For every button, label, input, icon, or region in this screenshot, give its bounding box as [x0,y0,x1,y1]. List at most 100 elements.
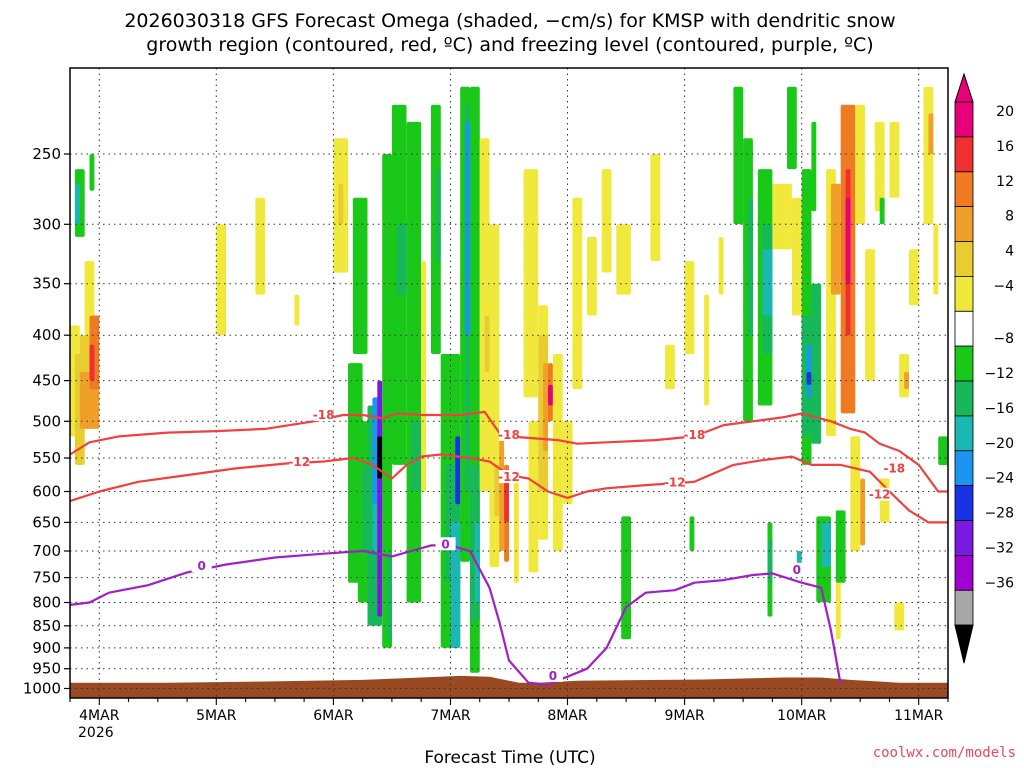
omega-cell-102 [865,249,875,381]
omega-cell-40 [465,121,470,336]
colorbar-tick-label-0: 20 [996,104,1014,120]
y-tick-label-700: 700 [32,542,61,560]
omega-cell-107 [894,602,905,631]
terrain-ground [70,675,948,698]
contour-label-bg-9 [435,537,456,551]
omega-cell-29 [406,121,422,603]
omega-cell-111 [923,86,934,225]
omega-cell-68 [684,261,695,355]
omega-cell-114 [938,436,948,465]
plot-area: -18 -18 -18 -18 -12 -12 -12 -12 0 0 0 0 [69,67,949,699]
chart-title-line-1: 2026030318 GFS Forecast Omega (shaded, −… [124,10,895,32]
omega-cell-56 [543,363,548,451]
colorbar-tick-label-2: 12 [996,174,1014,190]
y-tick-label-550: 550 [32,449,61,467]
omega-cell-67 [665,344,675,390]
colorbar-tick-label-7: −12 [984,366,1014,382]
omega-cell-80 [772,183,792,250]
x-tick-label-4mar: 4MAR [79,708,120,724]
contour-zero [69,544,842,686]
omega-cell-71 [718,237,724,295]
colorbar-tick-label-9: −20 [984,436,1014,452]
omega-cell-28 [396,224,407,295]
omega-cell-88 [811,283,822,444]
contour-label-minus18-2: -18 [684,428,706,442]
colorbar-tick-label-1: 16 [996,139,1014,155]
colorbar-tick-label-6: −8 [993,331,1014,347]
y-tick-label-850: 850 [32,617,61,635]
omega-cell-10 [216,224,227,336]
colorbar-tick-label-10: −24 [984,471,1014,487]
colorbar-tick-label-4: 4 [1005,244,1014,260]
y-tick-label-450: 450 [32,372,61,390]
contour-label-minus12-4: -12 [288,455,310,469]
omega-cell-113 [933,224,939,295]
x-axis-title: Forecast Time (UTC) [424,748,595,768]
x-tick-label-10mar: 10MAR [777,708,826,724]
omega-cell-101 [860,478,866,546]
colorbar-swatch-13 [954,555,974,591]
colorbar-tick-label-11: −28 [984,506,1014,522]
omega-cell-18 [362,464,368,551]
y-tick-label-350: 350 [32,275,61,293]
site-credit: coolwx.com/models [873,745,1016,761]
chart-title-line-2: growth region (contoured, red, ºC) and f… [146,34,873,56]
colorbar-swatch-0 [954,101,974,138]
contour-lines: -18 -18 -18 -18 -12 -12 -12 -12 0 0 0 0 [69,408,948,686]
colorbar-swatch-5 [954,275,974,312]
omega-cell-72 [733,86,744,225]
omega-cell-86 [806,344,812,398]
omega-cell-112 [928,113,934,154]
omega-cell-59 [552,354,563,551]
omega-cell-70 [704,294,709,406]
colorbar-tick-label-3: 8 [1005,209,1014,225]
colorbar-tick-label-13: −36 [984,575,1014,591]
colorbar-swatch-11 [954,485,974,521]
omega-cell-14 [338,183,344,225]
contour-label-minus12-5: -12 [498,470,520,484]
omega-cell-79 [767,539,773,583]
x-tick-label-5mar: 5MAR [196,708,237,724]
colorbar-tick-label-5: −4 [993,278,1014,294]
contour-label-bg-3 [884,461,905,475]
contour-label-zero-10: 0 [549,669,557,683]
omega-shading [70,86,948,673]
x-tick-label-9mar: 9MAR [664,708,705,724]
x-tick-label-11mar: 11MAR [894,708,943,724]
colorbar-swatch-4 [954,241,974,277]
omega-cell-64 [616,224,631,295]
colorbar-tick-label-12: −32 [984,540,1014,556]
contour-label-bg-5 [499,470,519,484]
contour-label-bg-7 [869,487,890,501]
omega-cell-33 [435,169,441,261]
y-tick-label-650: 650 [32,513,61,531]
x-axis-year-label: 2026 [78,725,114,741]
colorbar-top-arrow [954,72,974,103]
omega-cell-30 [411,421,422,492]
y-tick-label-900: 900 [32,639,61,657]
omega-cell-99 [850,436,861,551]
colorbar-bottom-arrow [954,624,974,664]
contour-label-minus18-3: -18 [883,461,905,475]
contour-label-bg-6 [664,475,685,489]
contour-label-bg-4 [289,455,310,469]
x-tick-label-7mar: 7MAR [430,708,471,724]
omega-cell-52 [523,169,539,398]
omega-cell-12 [294,294,300,326]
omega-cell-100 [855,104,866,225]
colorbar-swatch-1 [954,136,974,173]
contour-label-minus18-1: -18 [498,428,520,442]
y-tick-label-750: 750 [32,569,61,587]
omega-cell-11 [255,197,266,295]
x-tick-label-6mar: 6MAR [313,708,354,724]
omega-cell-23 [377,380,383,617]
contour-label-zero-11: 0 [793,563,801,577]
contour-label-zero-8: 0 [198,559,206,573]
omega-cell-82 [791,197,802,316]
colorbar-swatch-8 [954,380,974,417]
omega-cell-69 [689,516,695,551]
contour-label-zero-9: 0 [441,537,449,551]
omega-cell-50 [504,478,509,523]
omega-cell-105 [879,197,885,225]
